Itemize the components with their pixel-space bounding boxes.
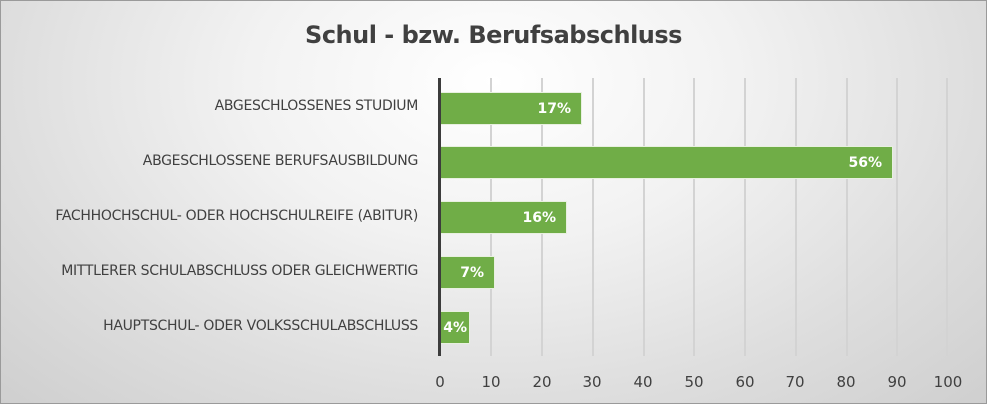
x-tick: 80 [836, 373, 856, 391]
gridline-40 [643, 78, 645, 356]
x-tick: 40 [633, 373, 653, 391]
chart-title: Schul - bzw. Berufsabschluss [305, 21, 682, 49]
bar-hochschulreife: 16% [440, 201, 567, 234]
x-tick: 0 [435, 373, 445, 391]
x-tick: 20 [532, 373, 552, 391]
bar-hauptschulabschluss: 4% [440, 311, 470, 344]
category-label: FACHHOCHSCHUL- ODER HOCHSCHULREIFE (ABIT… [55, 208, 418, 224]
gridline-70 [795, 78, 797, 356]
gridline-50 [693, 78, 695, 356]
x-tick: 60 [735, 373, 755, 391]
bar-mittlerer-schulabschluss: 7% [440, 256, 495, 289]
data-label: 16% [522, 209, 556, 226]
gridline-60 [744, 78, 746, 356]
bar-abgeschlossene-berufsausbildung: 56% [440, 146, 893, 179]
plot-area: 17% 56% 16% 7% 4% [438, 78, 948, 356]
gridline-30 [592, 78, 594, 356]
x-tick: 50 [684, 373, 704, 391]
x-tick: 90 [887, 373, 907, 391]
y-axis-line [438, 78, 441, 356]
category-label: ABGESCHLOSSENES STUDIUM [214, 98, 419, 114]
data-label: 56% [848, 154, 882, 171]
gridline-80 [846, 78, 848, 356]
category-label: HAUPTSCHUL- ODER VOLKSSCHULABSCHLUSS [103, 318, 418, 334]
x-tick: 10 [481, 373, 501, 391]
data-label: 4% [443, 319, 467, 336]
x-tick: 70 [785, 373, 805, 391]
data-label: 7% [460, 264, 484, 281]
x-tick: 30 [582, 373, 602, 391]
data-label: 17% [537, 100, 571, 117]
category-label: MITTLERER SCHULABSCHLUSS ODER GLEICHWERT… [61, 263, 418, 279]
gridline-100 [946, 78, 948, 356]
bar-abgeschlossenes-studium: 17% [440, 92, 582, 125]
x-tick: 100 [933, 373, 963, 391]
gridline-90 [896, 78, 898, 356]
category-label: ABGESCHLOSSENE BERUFSAUSBILDUNG [142, 153, 419, 169]
